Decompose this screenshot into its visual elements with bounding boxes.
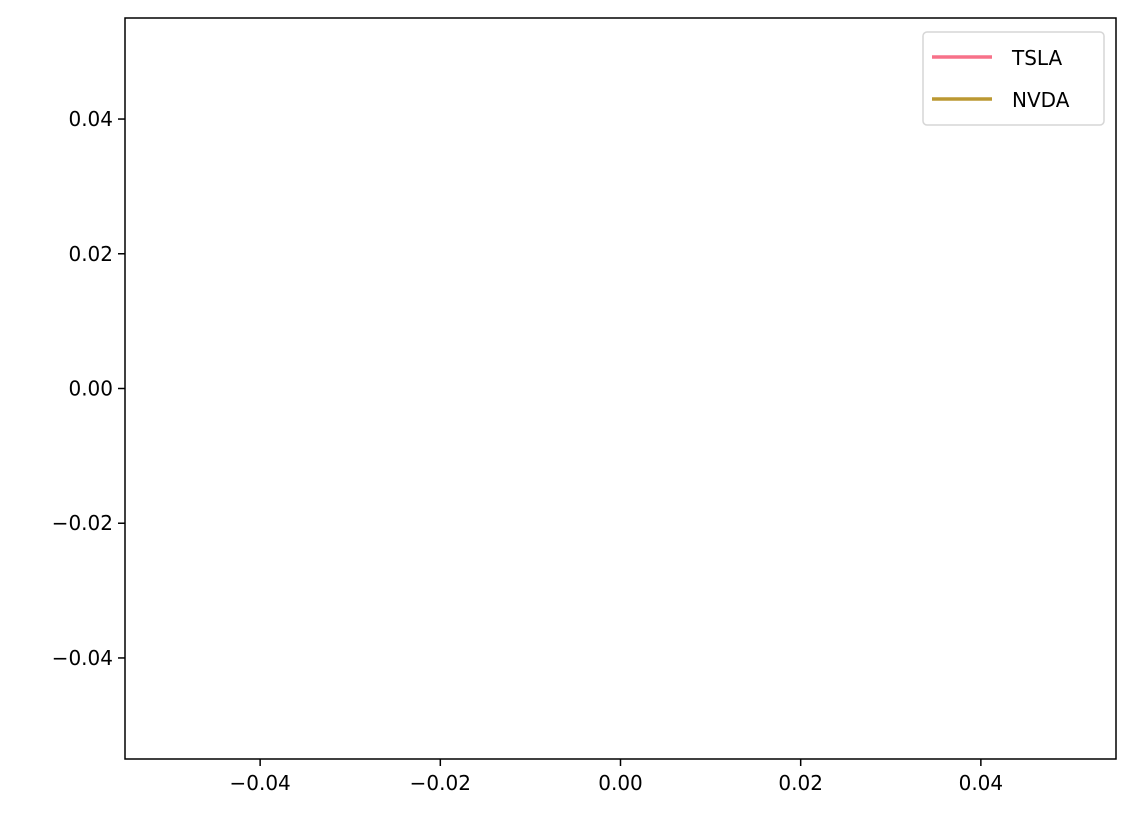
y-axis: −0.04 −0.02 0.00 0.02 0.04 (52, 107, 125, 670)
x-tick-label: 0.04 (959, 771, 1004, 795)
y-tick-label: 0.00 (68, 377, 113, 401)
legend-label-tsla: TSLA (1011, 46, 1063, 70)
y-tick-label: −0.04 (52, 646, 113, 670)
x-axis: −0.04 −0.02 0.00 0.02 0.04 (229, 759, 1003, 795)
y-tick-label: 0.02 (68, 242, 113, 266)
x-tick-label: 0.00 (598, 771, 643, 795)
y-tick-label: 0.04 (68, 107, 113, 131)
plot-area (124, 17, 1117, 760)
x-tick-label: 0.02 (778, 771, 823, 795)
x-tick-label: −0.02 (410, 771, 471, 795)
legend-label-nvda: NVDA (1012, 88, 1070, 112)
legend: TSLA NVDA (922, 31, 1105, 126)
y-tick-label: −0.02 (52, 511, 113, 535)
x-tick-label: −0.04 (229, 771, 290, 795)
